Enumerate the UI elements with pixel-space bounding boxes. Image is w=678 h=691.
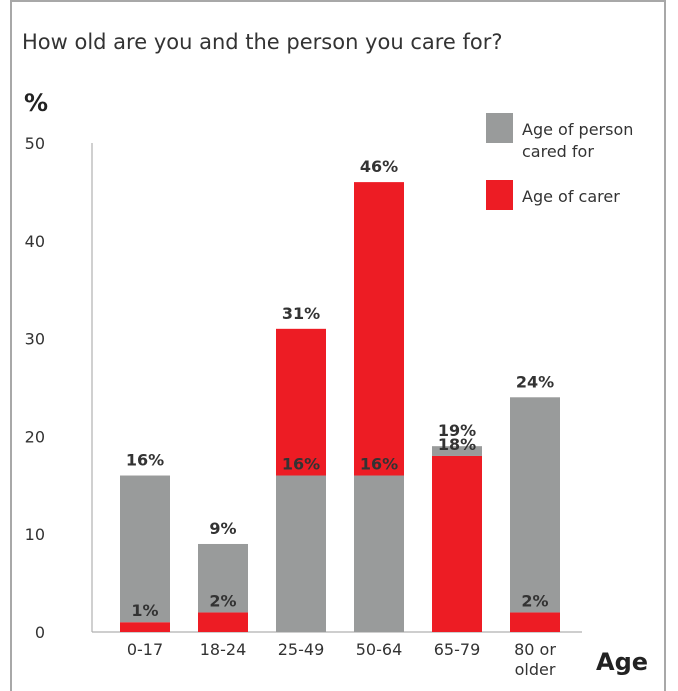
x-tick-label: older	[515, 660, 556, 679]
legend-label: Age of carer	[522, 187, 620, 206]
bar-carer	[354, 182, 404, 476]
bar-carer	[198, 612, 248, 632]
y-tick-label: 20	[25, 427, 45, 446]
legend-label: cared for	[522, 142, 594, 161]
data-label-person-cared-for: 19%	[438, 421, 476, 440]
data-label-person-cared-for: 24%	[516, 372, 554, 391]
legend-swatch	[486, 180, 513, 210]
data-label-carer: 1%	[131, 601, 158, 620]
y-tick-label: 0	[35, 623, 45, 642]
x-tick-label: 25-49	[278, 640, 325, 659]
y-tick-label: 30	[25, 330, 45, 349]
bar-person-cared-for	[198, 543, 248, 613]
data-label-carer: 18%	[438, 435, 476, 454]
bar-person-cared-for	[120, 475, 170, 623]
chart-title: How old are you and the person you care …	[22, 30, 503, 54]
x-tick-label: 80 or	[514, 640, 556, 659]
legend-swatch	[486, 113, 513, 143]
bar-carer	[120, 622, 170, 632]
x-tick-label: 65-79	[434, 640, 481, 659]
bar-person-cared-for	[354, 475, 404, 632]
bar-person-cared-for	[276, 475, 326, 632]
bar-carer	[510, 612, 560, 632]
data-label-carer: 2%	[521, 591, 548, 610]
data-label-person-cared-for: 16%	[360, 455, 398, 474]
y-tick-label: 40	[25, 232, 45, 251]
x-axis-title: Age	[596, 648, 648, 676]
y-tick-label: 10	[25, 525, 45, 544]
bar-carer	[276, 328, 326, 476]
x-tick-label: 18-24	[200, 640, 247, 659]
x-tick-label: 0-17	[127, 640, 163, 659]
data-label-carer: 31%	[282, 304, 320, 323]
data-label-carer: 46%	[360, 157, 398, 176]
bar-person-cared-for	[432, 446, 482, 456]
y-axis-title: %	[24, 89, 48, 117]
chart-frame	[10, 0, 666, 691]
legend-label: Age of person	[522, 120, 633, 139]
y-tick-label: 50	[25, 134, 45, 153]
bar-carer	[432, 455, 482, 632]
bar-person-cared-for	[510, 397, 560, 613]
data-label-carer: 2%	[209, 591, 236, 610]
data-label-person-cared-for: 16%	[282, 455, 320, 474]
data-label-person-cared-for: 9%	[209, 519, 236, 538]
x-tick-label: 50-64	[356, 640, 403, 659]
data-label-person-cared-for: 16%	[126, 451, 164, 470]
